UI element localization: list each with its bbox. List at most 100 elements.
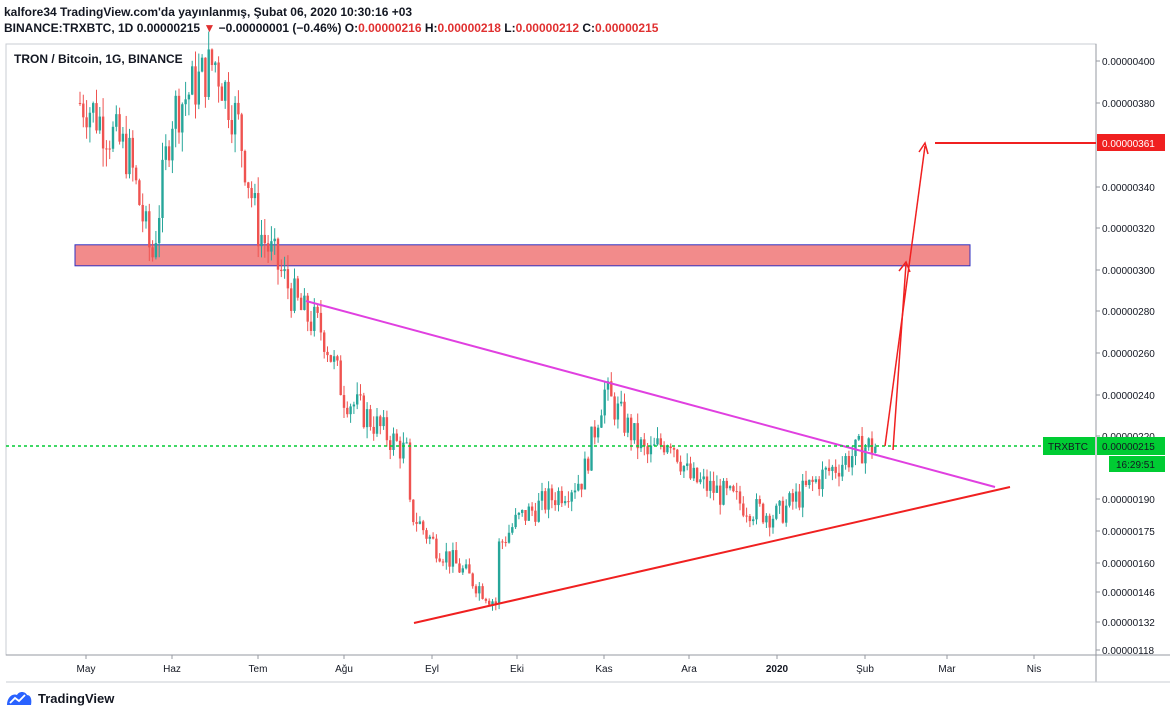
candle-body — [491, 601, 494, 605]
ohlc-line: BINANCE:TRXBTC, 1D 0.00000215 ▼ −0.00000… — [4, 20, 658, 36]
candle-body — [402, 442, 405, 459]
close-value: 0.00000215 — [595, 21, 659, 35]
candle-body — [616, 403, 620, 420]
candle-body — [204, 57, 207, 97]
symbol-badge — [1043, 437, 1095, 455]
candle-body — [306, 295, 309, 322]
current-price-label: 0.00000215 — [1102, 442, 1155, 453]
candle-body — [633, 423, 636, 441]
candle-body — [415, 522, 418, 524]
candle-body — [382, 417, 385, 427]
candle-body — [230, 119, 233, 135]
candle-body — [514, 514, 517, 528]
y-tick-label: 0.00000300 — [1102, 266, 1155, 277]
candle-body — [240, 114, 243, 151]
candle-body — [412, 499, 415, 523]
high-value: 0.00000218 — [437, 21, 501, 35]
candle-body — [626, 417, 629, 433]
candle-body — [758, 499, 761, 504]
candle-body — [504, 541, 507, 543]
candle-body — [666, 446, 669, 453]
symbol-badge-label: TRXBTC — [1048, 442, 1088, 453]
tradingview-brand: TradingView — [38, 690, 115, 706]
candle-body — [587, 458, 590, 471]
candle-body — [811, 479, 814, 482]
candle-body — [874, 446, 877, 453]
candle-body — [603, 389, 606, 416]
candle-body — [745, 515, 748, 517]
candle-body — [464, 564, 468, 569]
candle-body — [144, 211, 148, 222]
candle-body — [200, 57, 204, 72]
candle-body — [837, 472, 841, 477]
candle-body — [131, 137, 134, 168]
x-tick-label: Nis — [1027, 664, 1041, 675]
x-tick-label: Şub — [856, 664, 874, 675]
candle-body — [771, 518, 775, 528]
candle-body — [448, 551, 451, 567]
series-legend[interactable]: TRON / Bitcoin, 1G, BINANCE — [14, 52, 183, 66]
candle-body — [778, 500, 781, 506]
candle-body — [755, 499, 758, 520]
candle-body — [319, 312, 323, 333]
candle-body — [864, 447, 867, 464]
candle-body — [336, 356, 339, 361]
y-tick-label: 0.00000160 — [1102, 559, 1155, 570]
candle-body — [438, 558, 441, 562]
high-label: H: — [424, 21, 438, 35]
candle-body — [369, 409, 372, 427]
x-tick-label: Kas — [595, 664, 612, 675]
candle-body — [167, 146, 171, 161]
candle-body — [227, 81, 230, 120]
candle-body — [247, 182, 250, 188]
y-tick-label: 0.00000175 — [1102, 527, 1155, 538]
candle-body — [860, 435, 864, 464]
candle-body — [794, 491, 798, 502]
candle-body — [365, 409, 369, 428]
candle-body — [428, 536, 431, 539]
candle-body — [692, 467, 695, 479]
candle-body — [115, 114, 118, 127]
last-price: 0.00000215 — [136, 21, 201, 35]
candle-body — [263, 234, 266, 244]
candle-body — [342, 395, 346, 408]
candle-body — [270, 241, 273, 252]
candle-body — [362, 395, 365, 428]
tradingview-footer[interactable]: TradingView — [6, 690, 114, 706]
candle-body — [395, 433, 398, 441]
candle-body — [765, 515, 768, 523]
candle-body — [108, 148, 111, 150]
candle-body — [243, 150, 247, 183]
candle-body — [326, 351, 329, 356]
candle-body — [679, 461, 682, 472]
candle-body — [752, 519, 755, 522]
candle-body — [554, 500, 557, 506]
x-tick-label: Ara — [681, 664, 697, 675]
candle-body — [547, 488, 550, 510]
candle-body — [455, 550, 458, 564]
candle-body — [339, 360, 342, 396]
candle-body — [481, 586, 484, 599]
candle-body — [732, 486, 735, 492]
candle-body — [177, 95, 181, 133]
candle-body — [831, 466, 834, 472]
candle-body — [610, 381, 613, 397]
candle-body — [761, 503, 765, 523]
candle-body — [537, 500, 540, 522]
candle-body — [818, 479, 821, 490]
close-label: C: — [582, 21, 596, 35]
candle-body — [154, 243, 158, 258]
x-tick-label: May — [77, 664, 96, 675]
candle-body — [141, 204, 144, 222]
candle-body — [422, 521, 425, 531]
candle-body — [570, 492, 573, 502]
candle-body — [283, 269, 286, 272]
candle-body — [676, 449, 679, 462]
candle-body — [207, 49, 210, 97]
projection-arrow-mid — [892, 263, 907, 451]
candle-body — [98, 116, 101, 131]
candle-body — [299, 297, 303, 310]
candle-body — [715, 485, 719, 493]
